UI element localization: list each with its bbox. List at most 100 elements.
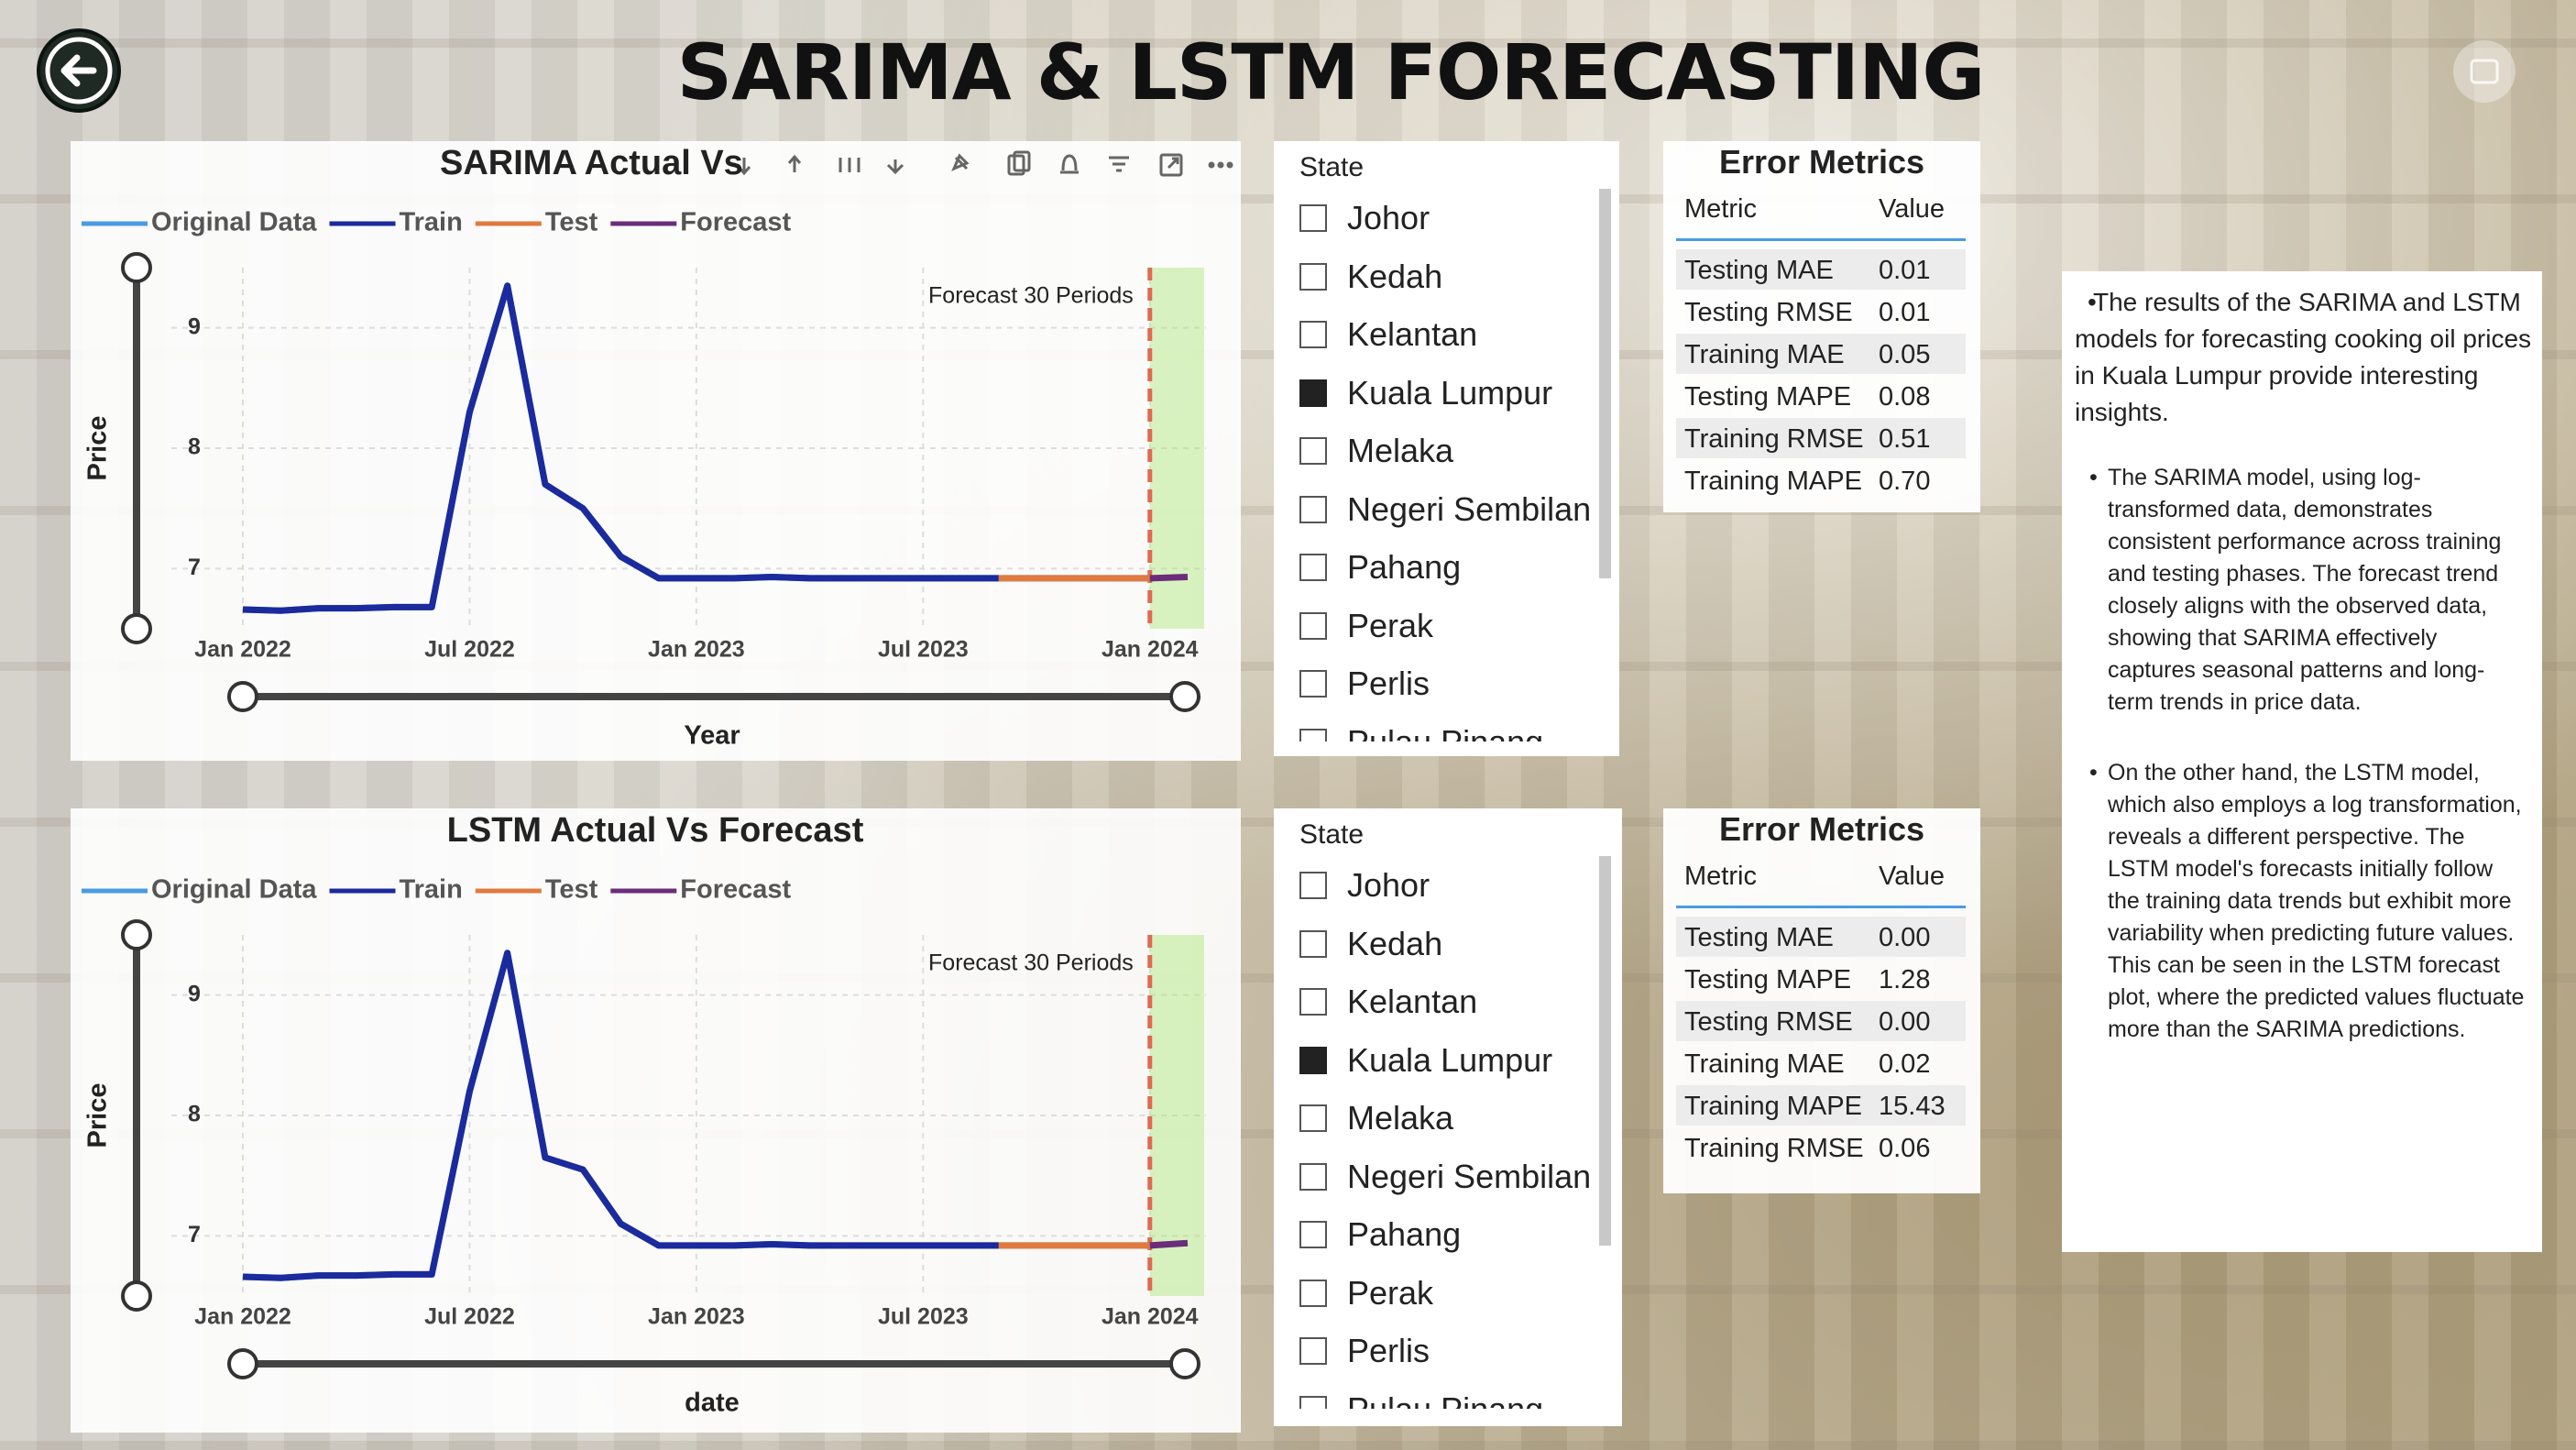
slicer-item[interactable]: Kelantan (1299, 312, 1477, 357)
slicer-item[interactable]: Kedah (1299, 254, 1442, 300)
checkbox[interactable] (1299, 728, 1327, 741)
slicer-item[interactable]: Kedah (1299, 921, 1442, 967)
slicer-item[interactable]: Johor (1299, 195, 1430, 241)
chart-title: LSTM Actual Vs Forecast (447, 811, 864, 850)
slider-handle[interactable] (121, 252, 152, 283)
slicer-item[interactable]: Negeri Sembilan (1299, 1154, 1591, 1200)
slicer-item[interactable]: Perlis (1299, 1328, 1430, 1374)
slicer-item[interactable]: Perak (1299, 603, 1433, 649)
checkbox[interactable] (1299, 1046, 1327, 1074)
table-cell: Training RMSE (1684, 424, 1864, 454)
slicer-item-label: Pahang (1347, 548, 1462, 586)
slider-handle[interactable] (227, 681, 258, 712)
checkbox[interactable] (1299, 437, 1327, 465)
slicer-item-label: Kedah (1347, 257, 1443, 295)
checkbox[interactable] (1299, 1279, 1327, 1307)
checkbox[interactable] (1299, 611, 1327, 640)
x-axis-title: date (685, 1389, 740, 1418)
checkbox[interactable] (1299, 1337, 1327, 1365)
checkbox[interactable] (1299, 1104, 1327, 1132)
table-cell: 1.28 (1879, 965, 1931, 994)
slicer-item-label: Kelantan (1347, 983, 1478, 1020)
column-header: Value (1879, 194, 1946, 224)
x-tick-label: Jan 2022 (194, 1304, 291, 1330)
header-rule (1676, 906, 1966, 908)
x-tick-label: Jan 2023 (648, 1304, 745, 1330)
table-cell: Training MAPE (1684, 1092, 1862, 1121)
table-row: Testing MAPE 0.08 (1676, 376, 1966, 416)
y-tick-label: 8 (188, 434, 201, 460)
slider-handle[interactable] (1169, 1348, 1200, 1379)
table-row: Testing MAPE 1.28 (1676, 959, 1966, 999)
checkbox[interactable] (1299, 1395, 1327, 1409)
slicer-item[interactable]: Negeri Sembilan (1299, 487, 1591, 533)
checkbox[interactable] (1299, 262, 1327, 291)
x-axis-title: Year (684, 721, 740, 751)
checkbox[interactable] (1299, 204, 1327, 232)
checkbox[interactable] (1299, 872, 1327, 899)
y-tick-label: 7 (188, 555, 201, 580)
checkbox[interactable] (1299, 554, 1327, 581)
error-metrics-table: Error Metrics Metric Value Testing MAE 0.01 T… (1663, 141, 1980, 512)
table-cell: Testing MAPE (1684, 382, 1852, 412)
slicer-item-label: Kuala Lumpur (1347, 1040, 1553, 1079)
chart-title: SARIMA Actual Vs (440, 144, 743, 182)
slicer-item[interactable]: Kuala Lumpur (1299, 1038, 1552, 1083)
legend-label: Train (400, 208, 463, 237)
slider-handle[interactable] (121, 613, 152, 644)
slider-handle[interactable] (1169, 681, 1200, 712)
checkbox[interactable] (1299, 670, 1327, 698)
slider-handle[interactable] (121, 1280, 152, 1312)
scrollbar[interactable] (1599, 189, 1611, 578)
scrollbar[interactable] (1599, 856, 1611, 1246)
checkbox[interactable] (1299, 1221, 1327, 1248)
x-tick-label: Jan 2024 (1102, 637, 1199, 663)
camera-button[interactable] (2450, 37, 2519, 106)
slicer-item[interactable]: Perlis (1299, 661, 1430, 707)
back-button[interactable] (35, 27, 123, 115)
slicer-item[interactable]: Johor (1299, 862, 1430, 908)
checkbox[interactable] (1299, 379, 1327, 407)
table-cell: 0.51 (1879, 424, 1931, 454)
x-tick-label: Jan 2024 (1102, 1304, 1199, 1330)
slicer-item[interactable]: Perak (1299, 1270, 1433, 1316)
legend-label: Forecast (680, 875, 791, 905)
slider-handle[interactable] (121, 919, 152, 950)
slicer-item[interactable]: Kuala Lumpur (1299, 370, 1552, 416)
slicer-item[interactable]: Melaka (1299, 428, 1453, 474)
page-title: SARIMA & LSTM FORECASTING (676, 27, 1986, 117)
slicer-item[interactable]: Pulau Pinang (1299, 720, 1544, 742)
series-line (1149, 574, 1189, 582)
table-row: Training MAPE 15.43 (1676, 1085, 1966, 1126)
checkbox[interactable] (1299, 495, 1327, 523)
slicer-item[interactable]: Pulau Pinang (1299, 1387, 1543, 1409)
slider-handle[interactable] (227, 1348, 258, 1379)
visual-toolbar (737, 150, 1233, 177)
forecast-annotation: Forecast 30 Periods (928, 950, 1134, 976)
x-tick-label: Jul 2023 (878, 1304, 969, 1330)
table-row: Testing MAE 0.01 (1676, 249, 1966, 290)
checkbox[interactable] (1299, 988, 1327, 1016)
slicer-item[interactable]: Kelantan (1299, 979, 1477, 1025)
insight-paragraph: The SARIMA model, using log-transformed … (2089, 462, 2525, 719)
column-header: Value (1879, 862, 1946, 891)
table-cell: Testing MAE (1684, 923, 1834, 952)
checkbox[interactable] (1299, 321, 1327, 348)
y-tick-label: 7 (188, 1222, 201, 1247)
table-cell: Testing RMSE (1684, 1007, 1853, 1037)
slicer-item-label: Pulau Pinang (1347, 722, 1544, 742)
legend-label: Test (545, 875, 598, 905)
table-title: Error Metrics (1718, 143, 1925, 181)
column-header: Metric (1684, 194, 1757, 224)
slicer-item[interactable]: Pahang (1299, 1212, 1461, 1258)
y-axis-title: Price (83, 416, 113, 481)
checkbox[interactable] (1299, 929, 1327, 958)
slicer-item[interactable]: Melaka (1299, 1095, 1453, 1141)
series-line (242, 282, 999, 614)
table-row: Training MAPE 0.70 (1676, 460, 1966, 500)
legend-label: Original Data (151, 875, 317, 905)
checkbox[interactable] (1299, 1162, 1327, 1191)
lstm-chart: LSTM Actual Vs Forecast Original Data Trai… (71, 808, 1241, 1433)
slicer-item[interactable]: Pahang (1299, 544, 1461, 590)
